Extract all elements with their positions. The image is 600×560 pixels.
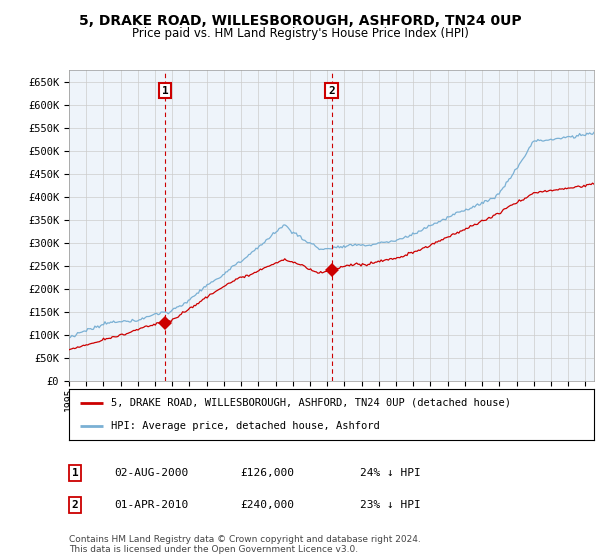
Text: £240,000: £240,000 — [240, 500, 294, 510]
Text: 1: 1 — [71, 468, 79, 478]
Text: 2: 2 — [328, 86, 335, 96]
Text: 01-APR-2010: 01-APR-2010 — [114, 500, 188, 510]
Text: £126,000: £126,000 — [240, 468, 294, 478]
Text: 5, DRAKE ROAD, WILLESBOROUGH, ASHFORD, TN24 0UP (detached house): 5, DRAKE ROAD, WILLESBOROUGH, ASHFORD, T… — [111, 398, 511, 408]
Text: 23% ↓ HPI: 23% ↓ HPI — [360, 500, 421, 510]
Text: Price paid vs. HM Land Registry's House Price Index (HPI): Price paid vs. HM Land Registry's House … — [131, 27, 469, 40]
Text: HPI: Average price, detached house, Ashford: HPI: Average price, detached house, Ashf… — [111, 421, 380, 431]
Text: 5, DRAKE ROAD, WILLESBOROUGH, ASHFORD, TN24 0UP: 5, DRAKE ROAD, WILLESBOROUGH, ASHFORD, T… — [79, 14, 521, 28]
Text: 1: 1 — [162, 86, 169, 96]
Text: 24% ↓ HPI: 24% ↓ HPI — [360, 468, 421, 478]
Text: 02-AUG-2000: 02-AUG-2000 — [114, 468, 188, 478]
Text: Contains HM Land Registry data © Crown copyright and database right 2024.
This d: Contains HM Land Registry data © Crown c… — [69, 535, 421, 554]
Text: 2: 2 — [71, 500, 79, 510]
